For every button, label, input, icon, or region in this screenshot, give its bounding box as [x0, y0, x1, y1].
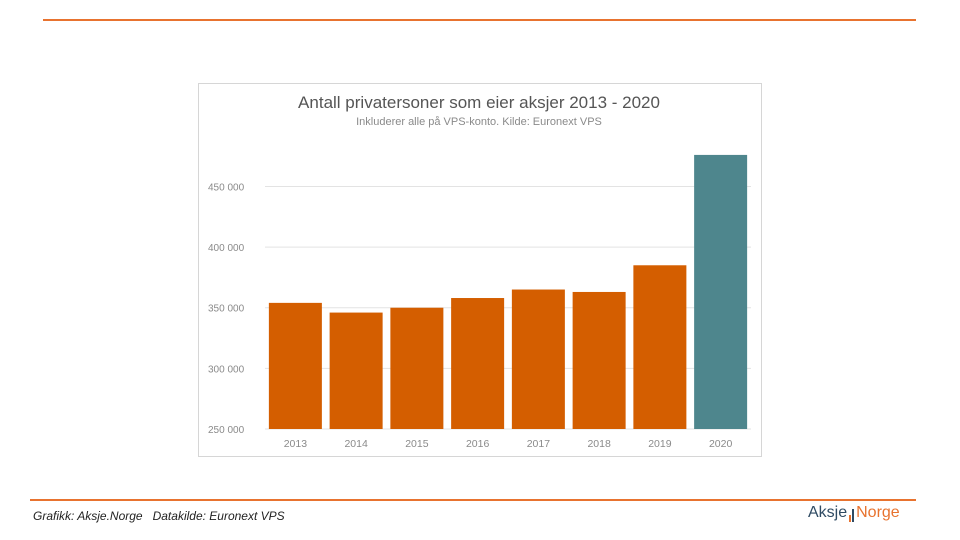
bar-2014	[329, 312, 383, 429]
x-tick-label: 2017	[527, 438, 551, 450]
x-axis-ticks: 2013 2014 2015 2016 2017 2018 2019 2020	[284, 438, 733, 450]
bar-2013	[268, 302, 322, 429]
logo-text-aksje: Aksje	[808, 504, 848, 521]
bar-2020	[694, 154, 748, 429]
bar-2018	[572, 291, 626, 429]
y-tick-label: 350 000	[208, 304, 245, 315]
y-tick-label: 450 000	[208, 182, 245, 193]
x-tick-label: 2018	[587, 438, 611, 450]
y-axis-ticks: 250 000 300 000 350 000 400 000 450 000	[208, 182, 245, 436]
bar-2017	[511, 289, 565, 429]
bars	[268, 154, 748, 429]
bar-2019	[633, 265, 687, 429]
chart-frame: Antall privatersoner som eier aksjer 201…	[198, 83, 762, 457]
chart-title: Antall privatersoner som eier aksjer 201…	[298, 93, 660, 112]
x-tick-label: 2016	[466, 438, 490, 450]
chart-subtitle: Inkluderer alle på VPS-konto. Kilde: Eur…	[356, 116, 602, 128]
y-tick-label: 250 000	[208, 425, 245, 436]
logo-mark-icon	[849, 508, 855, 522]
y-tick-label: 300 000	[208, 364, 245, 375]
y-tick-label: 400 000	[208, 243, 245, 254]
x-tick-label: 2015	[405, 438, 429, 450]
logo-text-norge: Norge	[856, 504, 900, 521]
top-divider	[43, 19, 916, 21]
bar-chart: Antall privatersoner som eier aksjer 201…	[208, 93, 751, 450]
bar-2015	[390, 307, 444, 429]
x-tick-label: 2020	[709, 438, 733, 450]
x-tick-label: 2013	[284, 438, 308, 450]
footer-credit: Grafikk: Aksje.Norge Datakilde: Euronext…	[33, 509, 285, 523]
x-tick-label: 2014	[344, 438, 368, 450]
bottom-divider	[30, 499, 916, 501]
x-tick-label: 2019	[648, 438, 672, 450]
bar-2016	[451, 298, 505, 429]
aksjenorge-logo: Aksje Norge	[808, 502, 900, 524]
